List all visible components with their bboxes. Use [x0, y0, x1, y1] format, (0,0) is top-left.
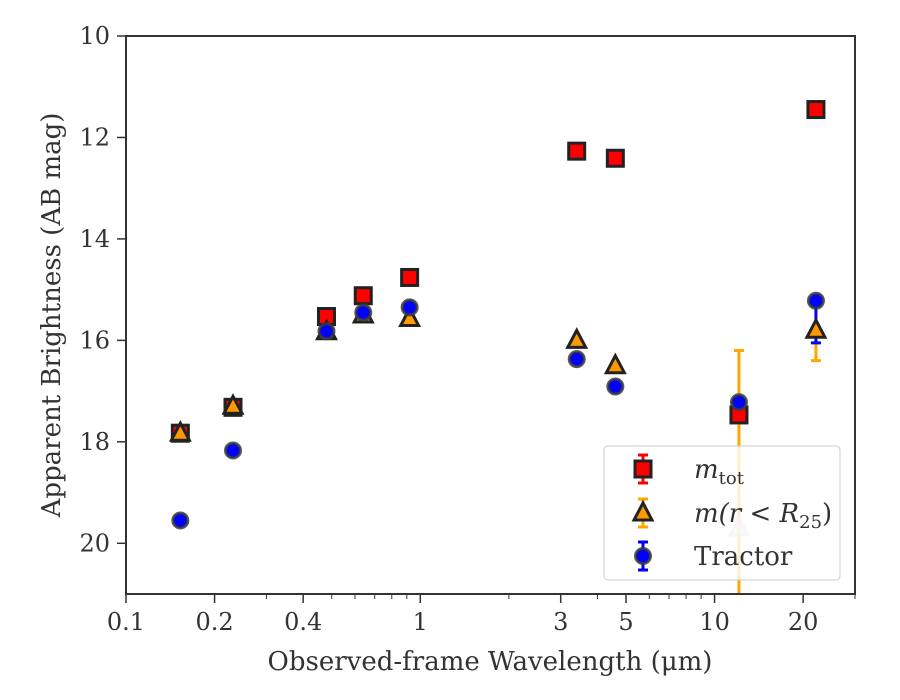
m_tot-point: [806, 100, 826, 120]
legend: mtot m(r < R25) Tractor: [603, 445, 841, 581]
y-axis-label: Apparent Brightness (AB mag): [37, 113, 67, 519]
m_r25-point: [804, 317, 828, 339]
tractor-point: [400, 298, 419, 317]
y-tick-label: 16: [79, 326, 110, 354]
legend-frame: [603, 445, 841, 581]
m_tot-point: [353, 286, 373, 306]
x-tick-label: 3: [553, 608, 568, 636]
legend-label: m(r < R25): [694, 499, 832, 533]
legend-marker: [631, 499, 655, 522]
x-tick-label: 1: [413, 608, 428, 636]
m_r25-point: [168, 419, 192, 442]
x-tick-label: 5: [618, 608, 633, 636]
m_r25-point: [603, 352, 627, 375]
legend-label: mtot: [694, 455, 745, 489]
tractor-point: [317, 322, 336, 341]
x-axis-ticks: 0.1 0.2 0.4 1 3 5 10 20: [107, 594, 856, 636]
m_tot-point: [400, 267, 420, 287]
y-tick-label: 14: [79, 225, 110, 253]
m_r25-point: [398, 305, 422, 328]
x-tick-label: 20: [788, 608, 819, 636]
m_tot-point: [567, 141, 587, 161]
tractor-point: [567, 350, 586, 369]
tractor-point: [806, 291, 825, 310]
tractor-point: [354, 303, 373, 322]
m_r25-point: [221, 393, 245, 415]
legend-marker: [634, 547, 652, 565]
tractor-point: [171, 511, 190, 530]
y-tick-label: 20: [79, 529, 110, 557]
x-tick-label: 0.4: [284, 608, 322, 636]
y-tick-label: 10: [79, 22, 110, 50]
x-tick-label: 0.1: [107, 608, 145, 636]
m_tot-point: [605, 148, 625, 168]
tractor-point: [729, 393, 748, 412]
legend-marker: [633, 459, 653, 479]
legend-label: Tractor: [694, 542, 793, 572]
plot-frame: [125, 35, 856, 595]
x-tick-label: 0.2: [196, 608, 234, 636]
y-tick-label: 12: [79, 123, 110, 151]
tractor-point: [224, 441, 243, 460]
m_r25-point: [565, 327, 589, 349]
x-axis-label: Observed-frame Wavelength (μm): [268, 647, 713, 677]
tractor-point: [606, 377, 625, 396]
y-tick-label: 18: [79, 428, 110, 456]
x-tick-label: 10: [699, 608, 730, 636]
data-markers: [168, 100, 828, 537]
y-axis-ticks: 10 12 14 16 18 20: [79, 22, 126, 557]
